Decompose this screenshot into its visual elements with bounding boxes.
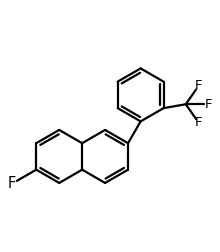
Text: F: F — [205, 98, 212, 111]
Text: F: F — [195, 116, 203, 130]
Text: F: F — [195, 79, 203, 92]
Text: F: F — [8, 176, 16, 191]
